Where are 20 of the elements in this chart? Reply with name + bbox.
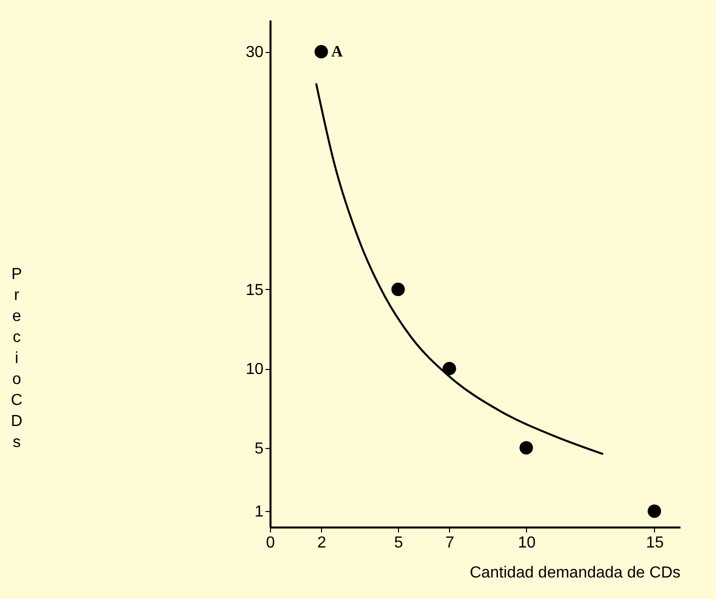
x-tick-label: 0: [266, 534, 276, 552]
y-tick-label: 10: [246, 361, 264, 378]
y-tick-label: 1: [254, 504, 264, 521]
y-tick-label: 15: [246, 282, 264, 299]
annotation: A: [331, 44, 344, 61]
x-tick-label: 5: [394, 534, 404, 552]
x-tick-label: 2: [317, 534, 326, 552]
point: [314, 44, 328, 58]
y-tick-label: 30: [246, 44, 264, 62]
x-tick-label: 15: [646, 534, 664, 552]
point: [648, 504, 662, 518]
point: [520, 441, 533, 454]
point: [442, 362, 456, 376]
line-series: [315, 82, 604, 456]
x-tick-label: 7: [445, 534, 454, 552]
y-tick-label: 5: [254, 440, 264, 458]
x-axis-title: Cantidad demandada de CDs: [470, 564, 680, 582]
point: [391, 282, 405, 296]
text: Precio CDs: [10, 266, 22, 451]
x-tick-label: 10: [518, 534, 536, 552]
